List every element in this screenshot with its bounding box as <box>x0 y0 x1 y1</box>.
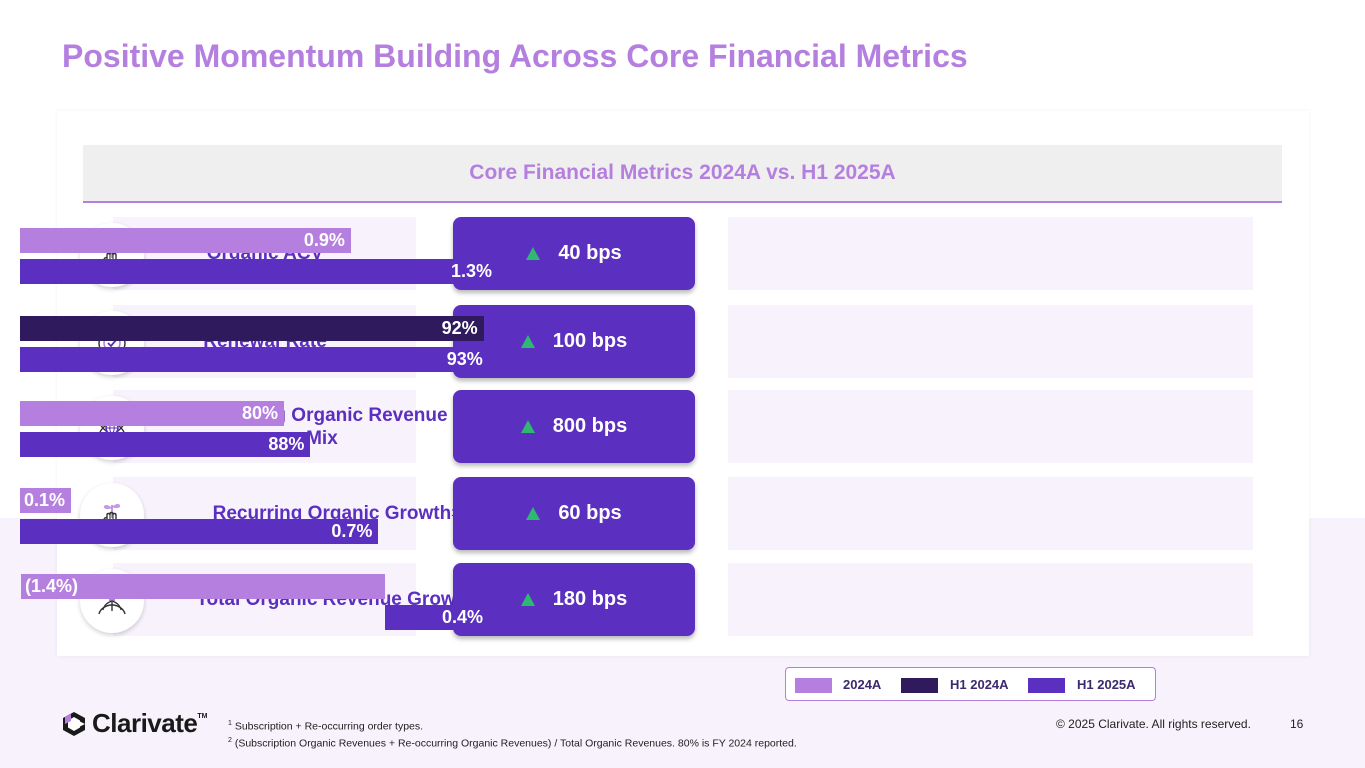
bar-h1-2025a: 88% <box>20 432 311 457</box>
logo-trademark: TM <box>197 713 208 720</box>
legend-swatch-h1-2025a <box>1028 678 1065 693</box>
delta-value: 800 bps <box>552 415 628 437</box>
clarivate-logo-icon <box>63 711 85 736</box>
bar-h1-2025a: 0.7% <box>20 519 379 544</box>
delta-value: 100 bps <box>552 330 628 352</box>
footnote-1: 1 Subscription + Re-occurring order type… <box>228 720 424 733</box>
panel-title: Core Financial Metrics 2024A vs. H1 2025… <box>469 161 896 184</box>
footnote-2: 2 (Subscription Organic Revenues + Re-oc… <box>228 736 797 750</box>
bar-track <box>728 217 1253 290</box>
legend-label-2024a: 2024A <box>843 677 882 692</box>
up-triangle-icon <box>526 247 541 260</box>
bar-2024a: 0.1% <box>20 488 72 513</box>
copyright: © 2025 Clarivate. All rights reserved. <box>1056 717 1251 731</box>
panel-header: Core Financial Metrics 2024A vs. H1 2025… <box>83 145 1282 203</box>
delta-badge: 60 bps <box>453 477 695 550</box>
bar-track <box>728 477 1253 550</box>
up-triangle-icon <box>520 593 535 606</box>
delta-value: 180 bps <box>552 588 628 610</box>
clarivate-logo: Clarivate TM <box>62 708 207 739</box>
delta-badge: 40 bps <box>453 217 695 290</box>
delta-badge: 800 bps <box>453 390 695 463</box>
page-title: Positive Momentum Building Across Core F… <box>62 38 968 74</box>
logo-wordmark: Clarivate <box>92 708 198 738</box>
bar-2024a: (1.4%) <box>21 574 385 599</box>
up-triangle-icon <box>520 335 535 348</box>
delta-badge: 100 bps <box>453 305 695 378</box>
delta-badge: 180 bps <box>453 563 695 636</box>
up-triangle-icon <box>520 420 535 433</box>
legend-label-h1-2025a: H1 2025A <box>1077 677 1136 692</box>
legend-swatch-h1-2024a <box>901 678 938 693</box>
bar-track <box>728 390 1253 463</box>
delta-value: 40 bps <box>558 242 622 264</box>
bar-h1-2025a: 93% <box>20 347 489 372</box>
bar-track <box>728 563 1253 636</box>
footnotes: 1 Subscription + Re-occurring order type… <box>228 717 797 750</box>
page-number: 16 <box>1290 717 1304 731</box>
bar-h1-2025a: 0.4% <box>385 605 489 630</box>
bar-2024a: 0.9% <box>20 228 351 253</box>
up-triangle-icon <box>526 507 541 520</box>
bar-h1-2024a: 92% <box>20 316 484 341</box>
legend-label-h1-2024a: H1 2024A <box>950 677 1009 692</box>
bar-track <box>728 305 1253 378</box>
delta-value: 60 bps <box>558 502 622 524</box>
legend-swatch-2024a <box>795 678 832 693</box>
legend: 2024A H1 2024A H1 2025A <box>785 667 1156 701</box>
bar-h1-2025a: 1.3% <box>20 259 498 284</box>
bar-2024a: 80% <box>20 401 284 426</box>
